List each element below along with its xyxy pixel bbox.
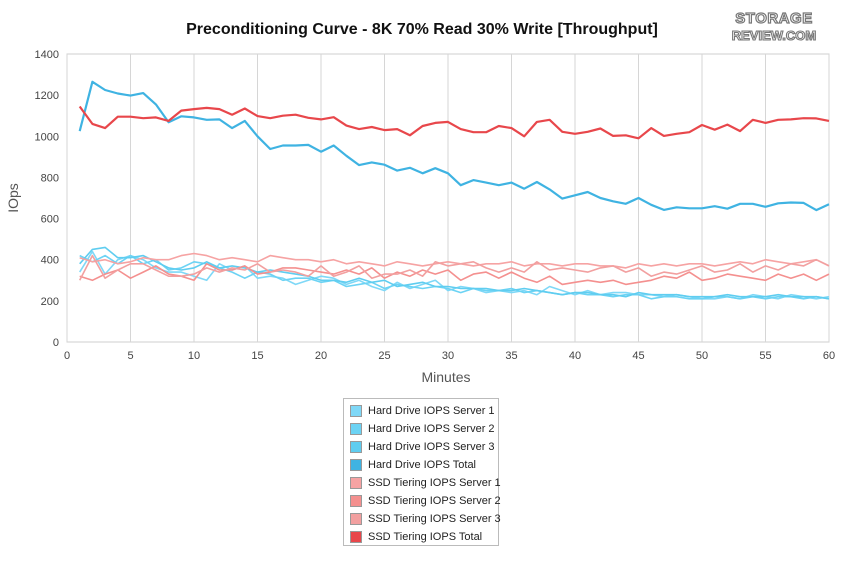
legend-swatch: [350, 513, 362, 525]
legend-item: Hard Drive IOPS Server 3: [350, 438, 495, 456]
y-axis-ticks: 0 200 400 600 800 1000 1200 1400: [35, 49, 59, 349]
y-tick-label: 1000: [35, 131, 59, 143]
legend-swatch: [350, 405, 362, 417]
legend-swatch: [350, 459, 362, 471]
x-tick-label: 30: [442, 350, 454, 362]
legend-label: Hard Drive IOPS Server 1: [368, 405, 495, 417]
legend-label: SSD Tiering IOPS Server 1: [368, 477, 501, 489]
series-line-ssd-tiering-iops-server-1: [79, 252, 830, 269]
series-line-hard-drive-iops-server-3: [79, 246, 830, 300]
chart-legend: Hard Drive IOPS Server 1 Hard Drive IOPS …: [343, 398, 501, 546]
legend-item: SSD Tiering IOPS Total: [350, 528, 492, 546]
x-axis-label: Minutes: [421, 369, 470, 385]
y-axis-label: IOps: [5, 183, 21, 213]
x-tick-label: 10: [188, 350, 200, 362]
series-line-ssd-tiering-iops-total: [78, 105, 830, 140]
x-tick-label: 0: [64, 350, 70, 362]
legend-label: SSD Tiering IOPS Server 3: [368, 513, 501, 525]
legend-swatch: [350, 423, 362, 435]
x-tick-label: 50: [696, 350, 708, 362]
legend-swatch: [350, 441, 362, 453]
y-tick-label: 800: [41, 172, 59, 184]
series-line-ssd-tiering-iops-server-2: [79, 262, 830, 286]
x-tick-label: 20: [315, 350, 327, 362]
x-tick-label: 5: [127, 350, 133, 362]
legend-swatch: [350, 477, 362, 489]
legend-item: Hard Drive IOPS Server 1: [350, 402, 495, 420]
x-tick-label: 40: [569, 350, 581, 362]
x-axis-ticks: 0 5 10 15 20 25 30 35 40 45 50 55 60: [64, 350, 835, 362]
legend-item: SSD Tiering IOPS Server 1: [350, 474, 501, 492]
logo-line1: STORAGE: [735, 10, 812, 27]
x-tick-label: 45: [632, 350, 644, 362]
legend-label: SSD Tiering IOPS Total: [368, 531, 483, 543]
legend-label: Hard Drive IOPS Server 2: [368, 423, 495, 435]
logo-line2: REVIEW.COM: [732, 28, 817, 43]
legend-swatch: [350, 531, 362, 543]
legend-label: Hard Drive IOPS Server 3: [368, 441, 495, 453]
x-tick-label: 35: [505, 350, 517, 362]
legend-item: SSD Tiering IOPS Server 3: [350, 510, 501, 528]
series-line-ssd-tiering-iops-server-3: [78, 254, 830, 281]
y-tick-label: 1200: [35, 90, 59, 102]
x-tick-label: 60: [823, 350, 835, 362]
x-tick-label: 15: [251, 350, 263, 362]
x-tick-label: 25: [378, 350, 390, 362]
legend-item: SSD Tiering IOPS Server 2: [350, 492, 501, 510]
y-tick-label: 0: [53, 337, 59, 349]
y-tick-label: 200: [41, 296, 59, 308]
y-tick-label: 400: [41, 255, 59, 267]
series-line-hard-drive-iops-total: [78, 80, 830, 212]
storagereview-logo: STORAGE REVIEW.COM: [731, 9, 817, 43]
legend-label: SSD Tiering IOPS Server 2: [368, 495, 501, 507]
chart-title: Preconditioning Curve - 8K 70% Read 30% …: [186, 21, 658, 38]
y-tick-label: 1400: [35, 49, 59, 61]
legend-swatch: [350, 495, 362, 507]
chart-series: [78, 80, 830, 300]
legend-item: Hard Drive IOPS Server 2: [350, 420, 495, 438]
x-tick-label: 55: [759, 350, 771, 362]
legend-item: Hard Drive IOPS Total: [350, 456, 492, 474]
legend-label: Hard Drive IOPS Total: [368, 459, 477, 471]
y-tick-label: 600: [41, 214, 59, 226]
